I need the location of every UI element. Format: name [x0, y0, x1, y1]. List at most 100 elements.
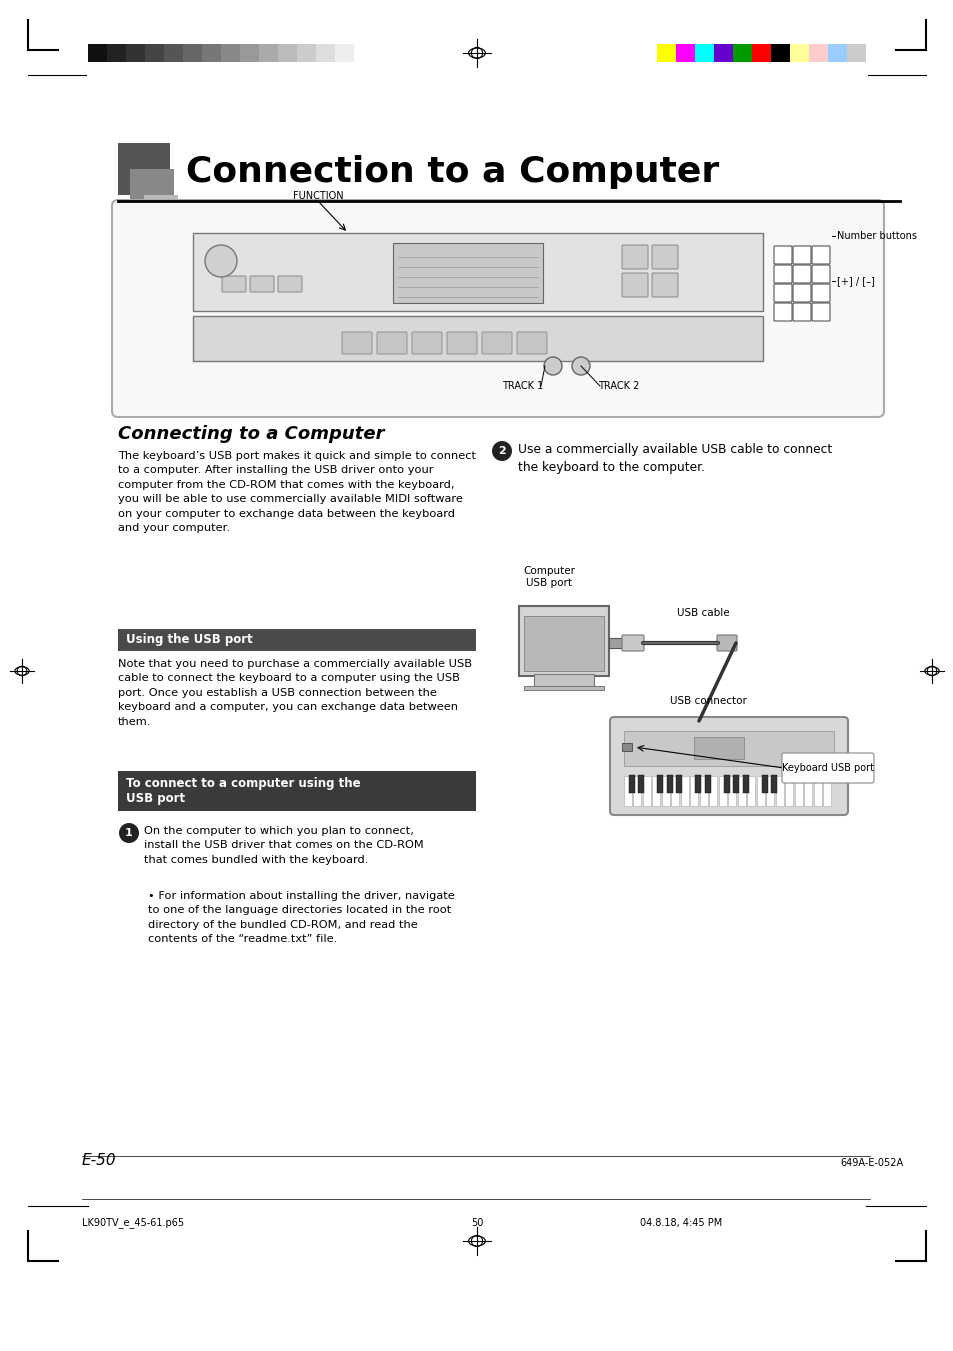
Bar: [118, 143, 170, 195]
FancyBboxPatch shape: [773, 284, 791, 303]
Circle shape: [543, 357, 561, 376]
FancyBboxPatch shape: [412, 332, 441, 354]
Bar: [661, 775, 669, 807]
Text: 50: 50: [471, 1219, 482, 1228]
FancyBboxPatch shape: [811, 303, 829, 322]
Text: On the computer to which you plan to connect,
install the USB driver that comes : On the computer to which you plan to con…: [144, 825, 423, 865]
Text: Note that you need to purchase a commercially available USB
cable to connect the: Note that you need to purchase a commerc…: [118, 659, 472, 727]
FancyBboxPatch shape: [250, 276, 274, 292]
Bar: [277, 45, 296, 62]
Bar: [761, 775, 767, 793]
FancyBboxPatch shape: [621, 635, 643, 651]
Text: 649A-E-052A: 649A-E-052A: [840, 1158, 902, 1169]
FancyBboxPatch shape: [792, 265, 810, 282]
Bar: [733, 775, 739, 793]
Bar: [704, 775, 710, 793]
Bar: [638, 775, 644, 793]
Bar: [695, 45, 713, 62]
Bar: [719, 775, 726, 807]
Bar: [671, 775, 679, 807]
Bar: [335, 45, 354, 62]
FancyBboxPatch shape: [773, 246, 791, 263]
Bar: [789, 45, 808, 62]
Text: TRACK 1: TRACK 1: [501, 381, 542, 390]
FancyBboxPatch shape: [811, 284, 829, 303]
Bar: [803, 775, 812, 807]
Bar: [107, 45, 126, 62]
Bar: [738, 775, 745, 807]
Bar: [690, 775, 698, 807]
Bar: [822, 775, 831, 807]
Bar: [771, 775, 777, 793]
Bar: [808, 45, 827, 62]
Bar: [784, 775, 793, 807]
Bar: [221, 45, 240, 62]
Bar: [523, 686, 603, 690]
Bar: [633, 775, 640, 807]
Bar: [534, 674, 594, 688]
Bar: [642, 775, 650, 807]
Text: [+] / [–]: [+] / [–]: [836, 276, 874, 286]
Text: FUNCTION: FUNCTION: [293, 190, 343, 201]
Circle shape: [205, 245, 236, 277]
Bar: [623, 775, 631, 807]
FancyBboxPatch shape: [811, 246, 829, 263]
FancyBboxPatch shape: [517, 332, 546, 354]
Bar: [126, 45, 145, 62]
Bar: [118, 630, 476, 651]
Bar: [258, 45, 277, 62]
Text: The keyboard’s USB port makes it quick and simple to connect
to a computer. Afte: The keyboard’s USB port makes it quick a…: [118, 451, 476, 534]
Circle shape: [492, 440, 512, 461]
Circle shape: [119, 823, 139, 843]
FancyBboxPatch shape: [773, 303, 791, 322]
Bar: [657, 45, 676, 62]
Text: Number buttons: Number buttons: [836, 231, 916, 240]
FancyBboxPatch shape: [651, 245, 678, 269]
FancyBboxPatch shape: [621, 245, 647, 269]
Bar: [751, 45, 770, 62]
Text: TRACK 2: TRACK 2: [598, 381, 639, 390]
FancyBboxPatch shape: [651, 273, 678, 297]
Text: USB cable: USB cable: [676, 608, 728, 617]
FancyBboxPatch shape: [792, 284, 810, 303]
FancyBboxPatch shape: [447, 332, 476, 354]
Bar: [183, 45, 202, 62]
Bar: [693, 738, 743, 759]
Bar: [193, 232, 762, 311]
FancyBboxPatch shape: [773, 265, 791, 282]
FancyBboxPatch shape: [376, 332, 407, 354]
Bar: [393, 243, 542, 303]
Bar: [676, 775, 681, 793]
Bar: [296, 45, 315, 62]
Bar: [700, 775, 707, 807]
FancyBboxPatch shape: [481, 332, 512, 354]
FancyBboxPatch shape: [621, 273, 647, 297]
Bar: [657, 775, 662, 793]
Bar: [130, 169, 173, 213]
Bar: [709, 775, 717, 807]
Bar: [623, 731, 833, 766]
Bar: [621, 743, 631, 751]
Bar: [770, 45, 789, 62]
Bar: [193, 316, 762, 361]
Bar: [827, 45, 846, 62]
FancyBboxPatch shape: [781, 753, 873, 784]
Bar: [723, 775, 729, 793]
Text: Computer
USB port: Computer USB port: [522, 566, 575, 588]
FancyBboxPatch shape: [222, 276, 246, 292]
Bar: [118, 771, 476, 811]
Bar: [202, 45, 221, 62]
FancyBboxPatch shape: [277, 276, 302, 292]
Text: Connection to a Computer: Connection to a Computer: [186, 155, 719, 189]
Bar: [145, 45, 164, 62]
Bar: [315, 45, 335, 62]
FancyBboxPatch shape: [609, 717, 847, 815]
Bar: [742, 775, 748, 793]
Bar: [732, 45, 751, 62]
Text: LK90TV_e_45-61.p65: LK90TV_e_45-61.p65: [82, 1217, 184, 1228]
Text: 2: 2: [497, 446, 505, 457]
Bar: [144, 195, 178, 230]
FancyBboxPatch shape: [792, 303, 810, 322]
Bar: [628, 775, 635, 793]
Text: Connecting to a Computer: Connecting to a Computer: [118, 426, 384, 443]
